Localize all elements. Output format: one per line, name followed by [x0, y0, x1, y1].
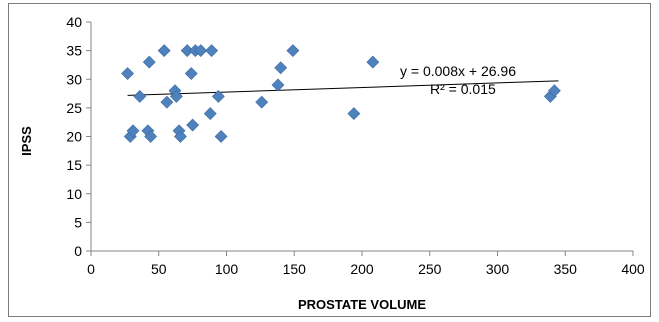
data-point: [121, 67, 135, 80]
data-point: [144, 130, 158, 143]
y-tick-label: 40: [66, 14, 82, 30]
x-tick-label: 150: [283, 261, 307, 277]
y-tick-label: 30: [66, 71, 82, 87]
data-point: [174, 130, 187, 143]
data-point: [547, 84, 561, 98]
y-tick-label: 5: [74, 214, 82, 230]
x-tick-label: 300: [486, 261, 510, 277]
y-tick-label: 0: [74, 243, 82, 259]
x-tick-label: 100: [215, 261, 239, 277]
data-point: [366, 55, 380, 69]
y-tick-label: 10: [66, 186, 82, 202]
x-tick-label: 50: [151, 261, 167, 277]
data-point: [184, 67, 198, 80]
x-tick-label: 350: [554, 261, 578, 277]
x-tick-label: 400: [621, 261, 645, 277]
data-point: [133, 90, 147, 103]
y-axis-title: IPSS: [19, 126, 34, 156]
data-point: [214, 130, 228, 143]
data-point: [211, 90, 225, 103]
data-point: [157, 44, 171, 58]
x-tick-label: 250: [418, 261, 442, 277]
trendline-equation: y = 0.008x + 26.96: [400, 63, 516, 79]
data-point: [160, 95, 174, 109]
y-tick-label: 20: [66, 129, 82, 145]
y-tick-label: 25: [66, 100, 82, 116]
data-point: [186, 118, 200, 132]
trendline: [127, 80, 559, 96]
data-point: [126, 124, 140, 138]
data-point: [347, 107, 361, 121]
y-tick-label: 15: [66, 157, 82, 173]
data-point: [205, 44, 219, 58]
axes: [86, 21, 634, 256]
chart-frame: 0 5 10 15 20 25 30 35 40 0 50 100 150 200 250 300 350 400…: [8, 3, 651, 317]
x-axis-title: PROSTATE VOLUME: [298, 297, 426, 312]
data-point: [203, 107, 217, 121]
x-tick-label: 200: [350, 261, 374, 277]
data-point: [194, 44, 208, 58]
data-point: [142, 55, 156, 69]
data-point: [255, 95, 269, 109]
data-point: [271, 78, 285, 92]
data-points: [121, 44, 561, 143]
data-point: [274, 61, 288, 75]
data-point: [169, 90, 183, 103]
data-point: [286, 44, 300, 58]
y-tick-label: 35: [66, 43, 82, 59]
trendline-r-squared: R² = 0.015: [430, 81, 496, 97]
x-tick-label: 0: [87, 261, 95, 277]
